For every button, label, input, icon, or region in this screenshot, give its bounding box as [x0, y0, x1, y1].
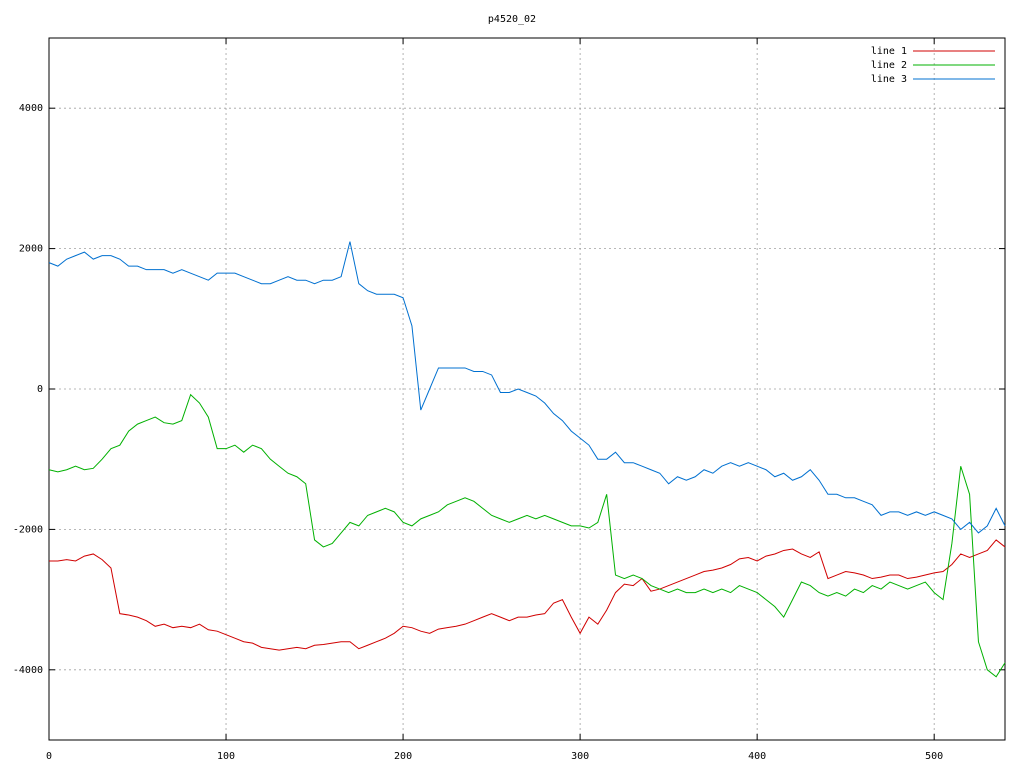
series-line [48, 393, 1006, 678]
x-tick-label: 300 [571, 751, 589, 762]
y-tick-label: -2000 [13, 524, 43, 535]
x-tick-label: 500 [925, 751, 943, 762]
y-tick-label: 4000 [19, 103, 43, 114]
x-tick-label: 200 [394, 751, 412, 762]
y-tick-label: 2000 [19, 244, 43, 255]
legend-label: line 1 [871, 46, 907, 57]
y-tick-label: -4000 [13, 665, 43, 676]
x-tick-label: 400 [748, 751, 766, 762]
plot-frame [48, 37, 1006, 741]
x-tick-label: 100 [217, 751, 235, 762]
y-tick-label: 0 [37, 384, 43, 395]
series-line [48, 241, 1006, 534]
legend-label: line 2 [871, 60, 907, 71]
x-tick-label: 0 [46, 751, 52, 762]
series-line [49, 539, 1006, 651]
chart-title: p4520_02 [488, 14, 536, 25]
legend-label: line 3 [871, 74, 907, 85]
